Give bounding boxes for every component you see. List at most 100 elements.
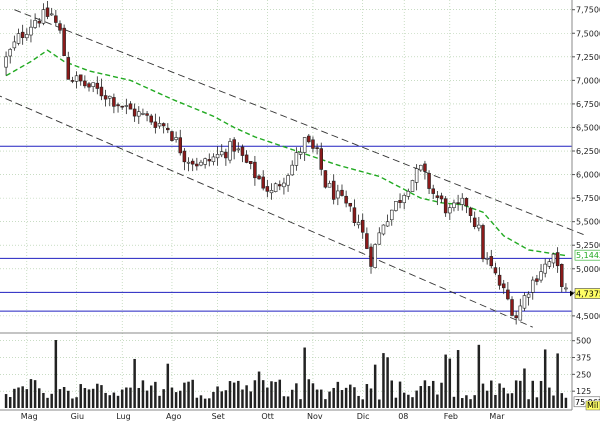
candle-up (16, 33, 21, 44)
candle-up (41, 9, 46, 24)
volume-bar (390, 380, 393, 408)
volume-bar (166, 363, 170, 408)
volume-bar (245, 385, 248, 408)
volume-bar (137, 387, 141, 408)
volume-bar (320, 389, 323, 408)
candle-down (398, 200, 402, 203)
volume-bar (415, 390, 418, 408)
candle-up (327, 183, 332, 188)
volume-bar (62, 387, 66, 408)
volume-bar (237, 380, 240, 408)
candle-up (485, 258, 489, 260)
candle-up (377, 232, 382, 245)
volume-bar (423, 380, 427, 408)
volume-bar (498, 383, 501, 408)
volume-bar (465, 395, 468, 408)
candle-down (319, 148, 324, 170)
volume-tick-label: 250 (576, 370, 591, 379)
candle-up (448, 207, 452, 214)
candle-down (506, 289, 510, 300)
candles (4, 0, 568, 325)
volume-bar (162, 389, 165, 408)
candle-down (20, 31, 25, 38)
volume-bar (253, 380, 257, 408)
volume-bar (174, 392, 178, 408)
volume-bar (125, 387, 128, 408)
price-tick-label: 7,0000 (576, 76, 600, 85)
volume-bar (506, 393, 510, 408)
candle-down (253, 161, 257, 179)
volume-bar (154, 381, 157, 408)
volume-bar (402, 392, 406, 408)
volume-bar (50, 393, 53, 408)
volume-bar (324, 399, 327, 408)
volume-bar (108, 395, 111, 408)
volume-bar (477, 344, 481, 408)
price-tick-label: 4,5000 (576, 312, 600, 321)
volume-bar (203, 398, 207, 408)
candle-down (555, 252, 560, 267)
candle-up (124, 105, 129, 107)
candle-up (543, 263, 547, 274)
candle-up (522, 295, 527, 309)
candle-down (182, 150, 187, 163)
volume-bar (452, 396, 456, 408)
month-label: Nov (307, 412, 323, 421)
candle-down (170, 131, 174, 141)
candle-up (4, 56, 8, 68)
volume-bar (378, 399, 381, 408)
volume-bar (290, 389, 294, 408)
candle-down (365, 233, 369, 249)
volume-bar (560, 393, 564, 408)
candle-up (294, 152, 299, 166)
candle-up (385, 221, 390, 227)
volume-bar (303, 347, 306, 408)
candle-down (493, 267, 498, 274)
candle-down (190, 160, 195, 165)
volume-bar (29, 379, 33, 408)
volume-bar (531, 380, 534, 408)
volume-bar (274, 381, 277, 408)
volume-bar (510, 393, 514, 408)
volume-bar (21, 386, 24, 408)
candle-up (215, 154, 220, 159)
candle-down (468, 207, 473, 216)
volume-tick-label: 125 (576, 387, 591, 396)
candle-down (443, 198, 448, 214)
volume-bar (527, 399, 530, 408)
candle-down (224, 151, 228, 159)
volume-bar (419, 386, 423, 408)
volume-bar (552, 395, 555, 408)
volume-bar (17, 387, 20, 408)
trend-channel (0, 9, 587, 328)
candle-down (435, 195, 440, 198)
volume-bar (228, 381, 232, 408)
volume-bar (548, 387, 551, 408)
volume-bar (369, 388, 373, 408)
volume-tick-label: 500 (576, 337, 591, 346)
candle-up (137, 111, 141, 117)
volume-bar (232, 382, 236, 408)
volume-bar (8, 397, 12, 408)
month-label: Mar (489, 412, 505, 421)
ma-value-badge (574, 249, 600, 261)
candle-down (340, 189, 344, 196)
volume-bar (539, 380, 543, 408)
volume-bar (315, 389, 319, 408)
volume-bar (112, 392, 116, 408)
candle-up (564, 287, 568, 290)
volume-bar (249, 391, 252, 408)
volume-bar (361, 399, 364, 408)
volume-bar (469, 399, 472, 408)
volume-bar (386, 357, 389, 408)
volume-bar (257, 371, 261, 408)
volume-bar (170, 387, 174, 408)
volume-bar (473, 395, 476, 408)
candle-down (240, 146, 245, 156)
volume-bar (4, 394, 8, 408)
month-labels: Mag Giu Lug Ago Set Ott Nov Dic 08 Feb Mar (21, 412, 505, 421)
candle-down (78, 74, 83, 82)
candle-up (29, 26, 33, 36)
candle-up (12, 41, 17, 49)
